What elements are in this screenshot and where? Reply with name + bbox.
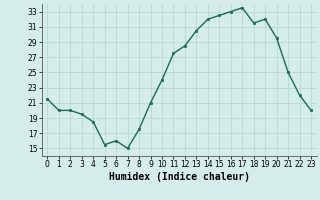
X-axis label: Humidex (Indice chaleur): Humidex (Indice chaleur)	[109, 172, 250, 182]
